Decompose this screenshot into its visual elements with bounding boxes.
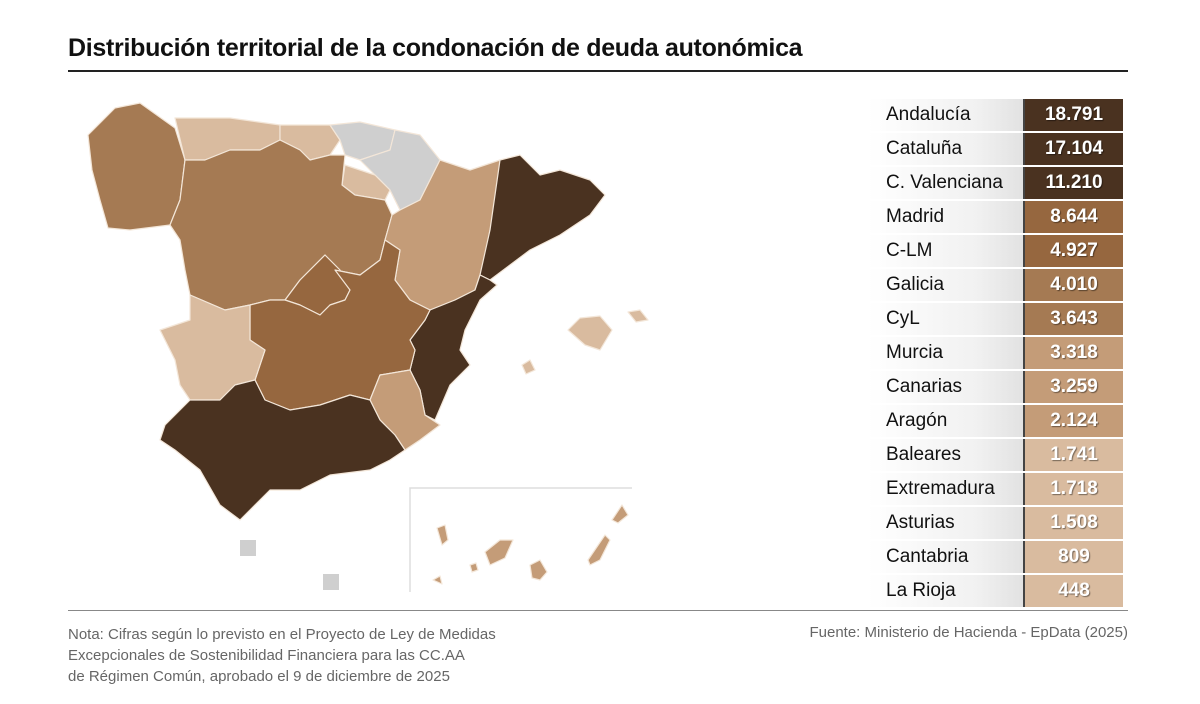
region-value: 17.104 <box>1023 133 1123 165</box>
canarias-inset-frame <box>409 487 632 592</box>
region-melilla <box>323 574 339 590</box>
table-row: Cantabria 809 <box>868 541 1124 575</box>
values-table: Andalucía 18.791 Cataluña 17.104 C. Valencia… <box>868 99 1124 609</box>
table-row: Extremadura 1.718 <box>868 473 1124 507</box>
region-label: Baleares <box>868 439 1023 471</box>
region-galicia <box>87 102 186 231</box>
table-row: Galicia 4.010 <box>868 269 1124 303</box>
region-label: Asturias <box>868 507 1023 539</box>
region-value: 11.210 <box>1023 167 1123 199</box>
table-row: Baleares 1.741 <box>868 439 1124 473</box>
region-baleares <box>521 359 536 375</box>
table-row: Andalucía 18.791 <box>868 99 1124 133</box>
region-value: 3.643 <box>1023 303 1123 335</box>
footer-divider <box>68 610 1128 611</box>
region-value: 4.927 <box>1023 235 1123 267</box>
region-label: Madrid <box>868 201 1023 233</box>
table-row: C-LM 4.927 <box>868 235 1124 269</box>
region-value: 1.718 <box>1023 473 1123 505</box>
region-label: Canarias <box>868 371 1023 403</box>
region-canarias <box>469 562 479 573</box>
region-value: 2.124 <box>1023 405 1123 437</box>
region-canarias <box>529 559 548 581</box>
table-row: CyL 3.643 <box>868 303 1124 337</box>
title-divider <box>68 70 1128 72</box>
region-value: 809 <box>1023 541 1123 573</box>
region-cataluña <box>479 154 606 281</box>
region-value: 3.318 <box>1023 337 1123 369</box>
region-label: Cataluña <box>868 133 1023 165</box>
region-canarias <box>436 524 449 546</box>
region-label: C. Valenciana <box>868 167 1023 199</box>
table-row: Aragón 2.124 <box>868 405 1124 439</box>
region-value: 1.741 <box>1023 439 1123 471</box>
table-row: C. Valenciana 11.210 <box>868 167 1124 201</box>
note-line: Nota: Cifras según lo previsto en el Pro… <box>68 626 496 643</box>
table-row: Madrid 8.644 <box>868 201 1124 235</box>
region-label: C-LM <box>868 235 1023 267</box>
region-label: La Rioja <box>868 575 1023 607</box>
region-baleares <box>567 315 613 351</box>
table-row: Murcia 3.318 <box>868 337 1124 371</box>
region-value: 3.259 <box>1023 371 1123 403</box>
spain-map <box>87 102 649 592</box>
region-value: 8.644 <box>1023 201 1123 233</box>
region-label: Galicia <box>868 269 1023 301</box>
region-label: Aragón <box>868 405 1023 437</box>
region-value: 448 <box>1023 575 1123 607</box>
region-navarra <box>359 129 441 211</box>
table-row: Canarias 3.259 <box>868 371 1124 405</box>
region-value: 1.508 <box>1023 507 1123 539</box>
region-extremadura <box>159 294 266 401</box>
region-label: Cantabria <box>868 541 1023 573</box>
region-label: Extremadura <box>868 473 1023 505</box>
region-label: CyL <box>868 303 1023 335</box>
region-label: Murcia <box>868 337 1023 369</box>
region-value: 4.010 <box>1023 269 1123 301</box>
region-baleares <box>627 309 649 323</box>
table-row: Cataluña 17.104 <box>868 133 1124 167</box>
footer-note: Nota: Cifras según lo previsto en el Pro… <box>68 624 496 687</box>
note-line: de Régimen Común, aprobado el 9 de dicie… <box>68 668 450 685</box>
note-line: Excepcionales de Sostenibilidad Financie… <box>68 647 465 664</box>
footer-source: Fuente: Ministerio de Hacienda - EpData … <box>809 624 1128 641</box>
table-row: Asturias 1.508 <box>868 507 1124 541</box>
region-andalucía <box>159 379 406 521</box>
region-canarias <box>587 534 611 566</box>
region-ceuta <box>240 540 256 556</box>
region-canarias <box>611 504 629 524</box>
table-row: La Rioja 448 <box>868 575 1124 609</box>
region-label: Andalucía <box>868 99 1023 131</box>
region-canarias <box>484 539 514 566</box>
region-value: 18.791 <box>1023 99 1123 131</box>
region-canarias <box>432 575 443 585</box>
page-title: Distribución territorial de la condonaci… <box>68 34 803 62</box>
